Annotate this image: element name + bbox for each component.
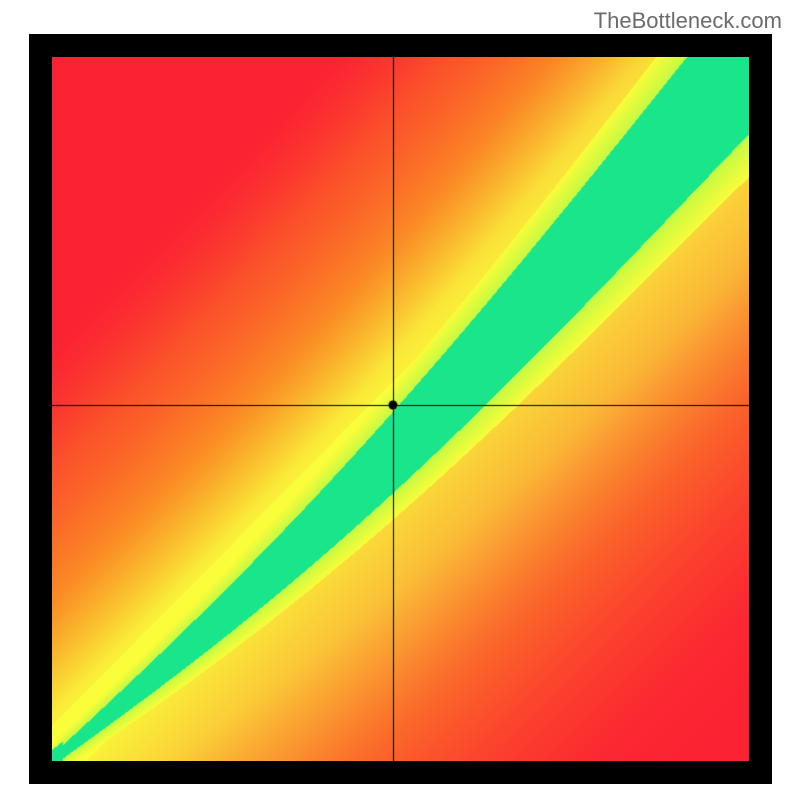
chart-container: TheBottleneck.com (0, 0, 800, 800)
chart-frame (29, 34, 772, 784)
bottleneck-heatmap (52, 57, 749, 761)
watermark-text: TheBottleneck.com (594, 8, 782, 34)
